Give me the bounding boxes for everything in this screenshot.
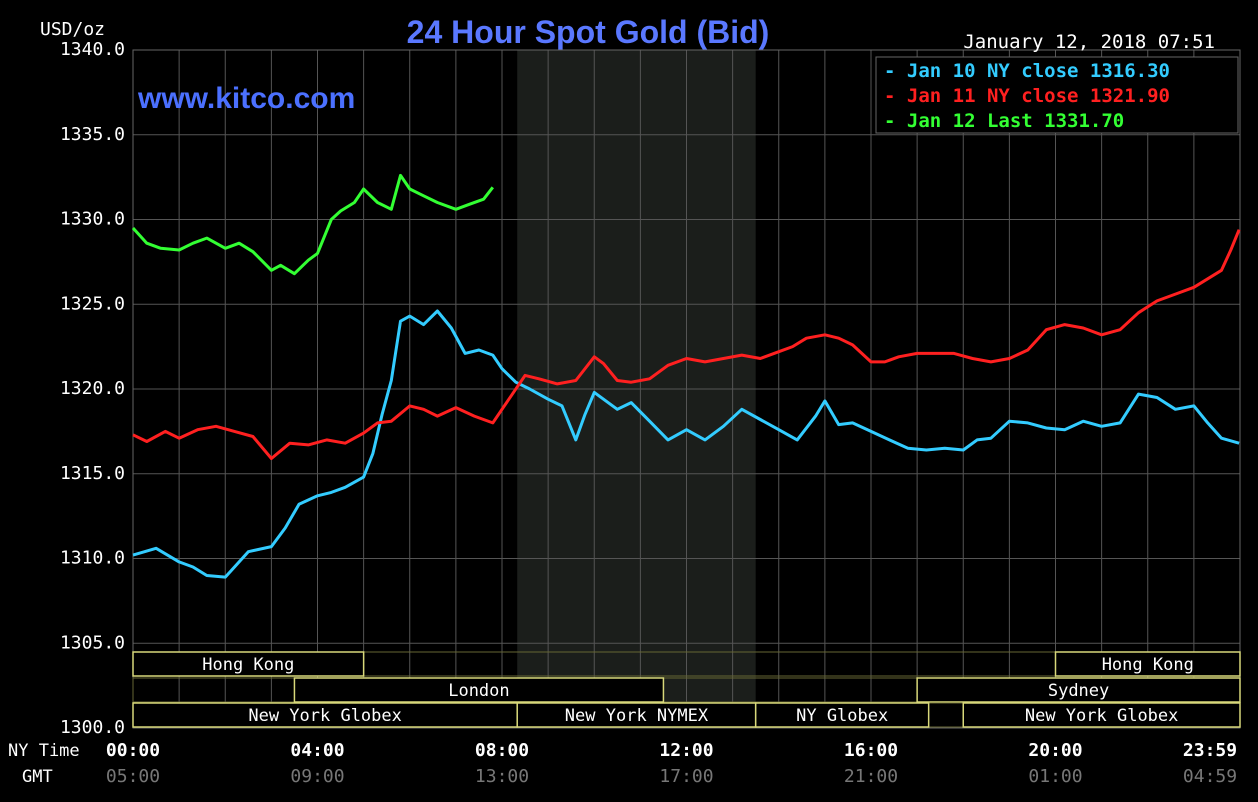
x-tick-label-gmt: 04:59: [1183, 766, 1237, 787]
timestamp-text: January 12, 2018 07:51: [963, 31, 1215, 53]
session-label: New York Globex: [248, 706, 402, 726]
session-box: [962, 702, 1241, 728]
legend-entry: - Jan 11 NY close 1321.90: [884, 85, 1170, 107]
x-tick-label-gmt: 13:00: [475, 766, 529, 787]
series-line: [132, 229, 1241, 460]
session-label: New York NYMEX: [565, 706, 709, 726]
gmt-row-label: GMT: [22, 767, 53, 787]
session-label: Hong Kong: [1102, 655, 1194, 675]
x-tick-label-ny: 04:00: [290, 740, 344, 761]
y-tick-label: 1320.0: [60, 378, 125, 399]
y-tick-label: 1315.0: [60, 463, 125, 484]
session-label: London: [448, 681, 509, 701]
session-box: [916, 677, 1241, 703]
x-tick-label-ny: 08:00: [475, 740, 529, 761]
x-tick-label-ny: 12:00: [659, 740, 713, 761]
session-box: [132, 702, 518, 728]
legend-entry: - Jan 12 Last 1331.70: [884, 110, 1124, 132]
x-tick-label-gmt: 09:00: [290, 766, 344, 787]
legend: - Jan 10 NY close 1316.30 - Jan 11 NY clo…: [875, 56, 1239, 134]
y-tick-label: 1300.0: [60, 717, 125, 738]
y-tick-label: 1335.0: [60, 124, 125, 145]
x-tick-label-ny: 00:00: [106, 740, 160, 761]
y-tick-label: 1340.0: [60, 39, 125, 60]
x-tick-label-gmt: 05:00: [106, 766, 160, 787]
y-tick-label: 1330.0: [60, 209, 125, 230]
legend-box: [875, 56, 1239, 134]
session-box: [1054, 651, 1241, 677]
y-axis-unit-label: USD/oz: [40, 19, 105, 40]
series-line: [132, 309, 1240, 579]
y-tick-label: 1325.0: [60, 293, 125, 314]
y-tick-label: 1310.0: [60, 548, 125, 569]
legend-entry: - Jan 10 NY close 1316.30: [884, 60, 1170, 82]
session-box: [132, 651, 365, 677]
x-tick-label-gmt: 17:00: [659, 766, 713, 787]
session-label: NY Globex: [796, 706, 888, 726]
series-line: [131, 173, 494, 276]
chart-title: 24 Hour Spot Gold (Bid): [407, 14, 770, 50]
watermark-text: www.kitco.com: [137, 82, 355, 115]
x-tick-label-gmt: 01:00: [1028, 766, 1082, 787]
ny-time-row-label: NY Time: [8, 741, 80, 761]
session-box: [754, 702, 930, 728]
y-tick-label: 1305.0: [60, 632, 125, 653]
session-label: New York Globex: [1025, 706, 1179, 726]
session-box: [293, 677, 665, 703]
x-tick-label-gmt: 21:00: [844, 766, 898, 787]
session-label: Sydney: [1048, 681, 1109, 701]
session-box: [516, 702, 757, 728]
x-tick-label-ny: 23:59: [1183, 740, 1237, 761]
session-label: Hong Kong: [202, 655, 294, 675]
x-tick-label-ny: 20:00: [1028, 740, 1082, 761]
plot-frame: [132, 49, 1241, 729]
x-tick-label-ny: 16:00: [844, 740, 898, 761]
